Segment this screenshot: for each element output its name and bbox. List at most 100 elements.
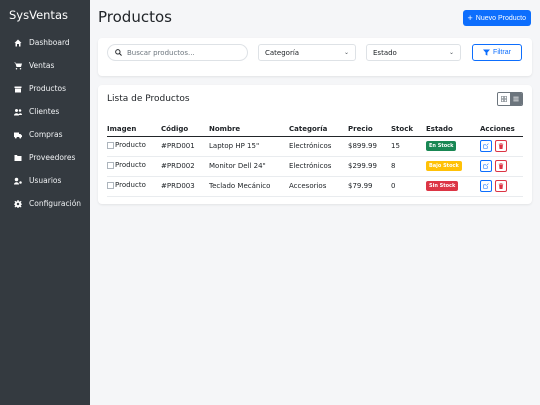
filter-card: Categoría ⌄ Estado ⌄ Filtrar — [98, 38, 532, 76]
sidebar: SysVentas Dashboard Ventas Productos Cli… — [0, 0, 90, 405]
sidebar-item-label: Compras — [29, 130, 63, 139]
delete-button[interactable] — [495, 180, 507, 192]
plus-icon: + — [467, 12, 473, 23]
sidebar-item-productos[interactable]: Productos — [0, 77, 90, 100]
delete-button[interactable] — [495, 160, 507, 172]
sidebar-item-compras[interactable]: Compras — [0, 123, 90, 146]
edit-icon — [483, 183, 489, 189]
sidebar-item-label: Usuarios — [29, 176, 62, 185]
trash-icon — [498, 163, 504, 169]
new-product-label: Nuevo Producto — [475, 14, 526, 22]
broken-image-icon — [107, 181, 114, 189]
column-header[interactable]: Código — [161, 122, 209, 137]
sidebar-item-clientes[interactable]: Clientes — [0, 100, 90, 123]
image-alt-text: Producto — [115, 161, 146, 170]
building-icon — [13, 154, 23, 162]
sidebar-item-label: Ventas — [29, 61, 55, 70]
view-toggle — [497, 92, 523, 106]
broken-image-icon — [107, 161, 114, 169]
users-icon — [13, 108, 23, 116]
sidebar-item-label: Productos — [29, 84, 66, 93]
search-icon — [115, 49, 122, 56]
sidebar-item-label: Configuración — [29, 199, 82, 208]
sidebar-item-usuarios[interactable]: Usuarios — [0, 169, 90, 192]
product-name: Laptop HP 15" — [209, 136, 289, 157]
product-name: Teclado Mecánico — [209, 176, 289, 197]
product-code: #PRD002 — [161, 156, 209, 177]
filter-button-label: Filtrar — [493, 49, 511, 56]
image-alt-text: Producto — [115, 141, 146, 150]
cart-icon — [13, 62, 23, 70]
product-price: $299.99 — [348, 156, 391, 177]
product-image: Producto — [107, 141, 146, 149]
product-code: #PRD003 — [161, 176, 209, 197]
table-row[interactable]: Producto #PRD002 Monitor Dell 24" Electr… — [107, 156, 523, 177]
status-badge: Bajo Stock — [426, 161, 462, 171]
status-select-value: Estado — [373, 48, 397, 57]
sidebar-item-proveedores[interactable]: Proveedores — [0, 146, 90, 169]
product-category: Electrónicos — [289, 156, 348, 177]
user-cog-icon — [13, 177, 23, 185]
search-input[interactable] — [127, 48, 242, 57]
new-product-button[interactable]: + Nuevo Producto — [462, 10, 531, 26]
edit-icon — [483, 143, 489, 149]
column-header[interactable]: Stock — [391, 122, 426, 137]
list-title: Lista de Productos — [107, 94, 190, 104]
product-category: Accesorios — [289, 176, 348, 197]
product-price: $899.99 — [348, 136, 391, 157]
edit-button[interactable] — [480, 180, 492, 192]
main-content: Productos + Nuevo Producto Categoría ⌄ E… — [90, 0, 540, 405]
list-icon — [513, 96, 519, 102]
product-stock: 15 — [391, 136, 426, 157]
chevron-down-icon: ⌄ — [343, 49, 349, 56]
edit-button[interactable] — [480, 160, 492, 172]
sidebar-nav: Dashboard Ventas Productos Clientes Comp… — [0, 31, 90, 215]
delete-button[interactable] — [495, 140, 507, 152]
product-image: Producto — [107, 161, 146, 169]
category-select-value: Categoría — [265, 48, 300, 57]
product-stock: 0 — [391, 176, 426, 197]
grid-view-button[interactable] — [498, 93, 510, 105]
product-category: Electrónicos — [289, 136, 348, 157]
sidebar-item-configuracion[interactable]: Configuración — [0, 192, 90, 215]
page-title: Productos — [98, 8, 172, 26]
brand-logo[interactable]: SysVentas — [9, 8, 68, 22]
home-icon — [13, 39, 23, 47]
column-header[interactable]: Nombre — [209, 122, 289, 137]
column-header[interactable]: Acciones — [480, 122, 523, 137]
product-code: #PRD001 — [161, 136, 209, 157]
column-header[interactable]: Imagen — [107, 122, 161, 137]
sidebar-item-dashboard[interactable]: Dashboard — [0, 31, 90, 54]
products-table: Imagen Código Nombre Categoría Precio St… — [107, 122, 523, 197]
column-header[interactable]: Estado — [426, 122, 480, 137]
status-badge: En Stock — [426, 141, 457, 151]
sidebar-item-label: Proveedores — [29, 153, 76, 162]
trash-icon — [498, 183, 504, 189]
funnel-icon — [483, 49, 491, 56]
column-header[interactable]: Categoría — [289, 122, 348, 137]
product-stock: 8 — [391, 156, 426, 177]
product-price: $79.99 — [348, 176, 391, 197]
broken-image-icon — [107, 141, 114, 149]
image-alt-text: Producto — [115, 181, 146, 190]
box-icon — [13, 85, 23, 93]
sidebar-item-ventas[interactable]: Ventas — [0, 54, 90, 77]
table-row[interactable]: Producto #PRD003 Teclado Mecánico Acceso… — [107, 176, 523, 197]
category-select[interactable]: Categoría ⌄ — [258, 44, 356, 61]
search-box[interactable] — [107, 44, 248, 61]
trash-icon — [498, 143, 504, 149]
chevron-down-icon: ⌄ — [448, 49, 454, 56]
status-badge: Sin Stock — [426, 181, 459, 191]
column-header[interactable]: Precio — [348, 122, 391, 137]
gear-icon — [13, 199, 23, 208]
edit-button[interactable] — [480, 140, 492, 152]
list-view-button[interactable] — [510, 93, 522, 105]
edit-icon — [483, 163, 489, 169]
table-header-row: Imagen Código Nombre Categoría Precio St… — [107, 122, 523, 137]
sidebar-item-label: Clientes — [29, 107, 60, 116]
sidebar-item-label: Dashboard — [29, 38, 70, 47]
table-row[interactable]: Producto #PRD001 Laptop HP 15" Electróni… — [107, 136, 523, 157]
product-name: Monitor Dell 24" — [209, 156, 289, 177]
filter-button[interactable]: Filtrar — [472, 44, 522, 61]
status-select[interactable]: Estado ⌄ — [366, 44, 461, 61]
